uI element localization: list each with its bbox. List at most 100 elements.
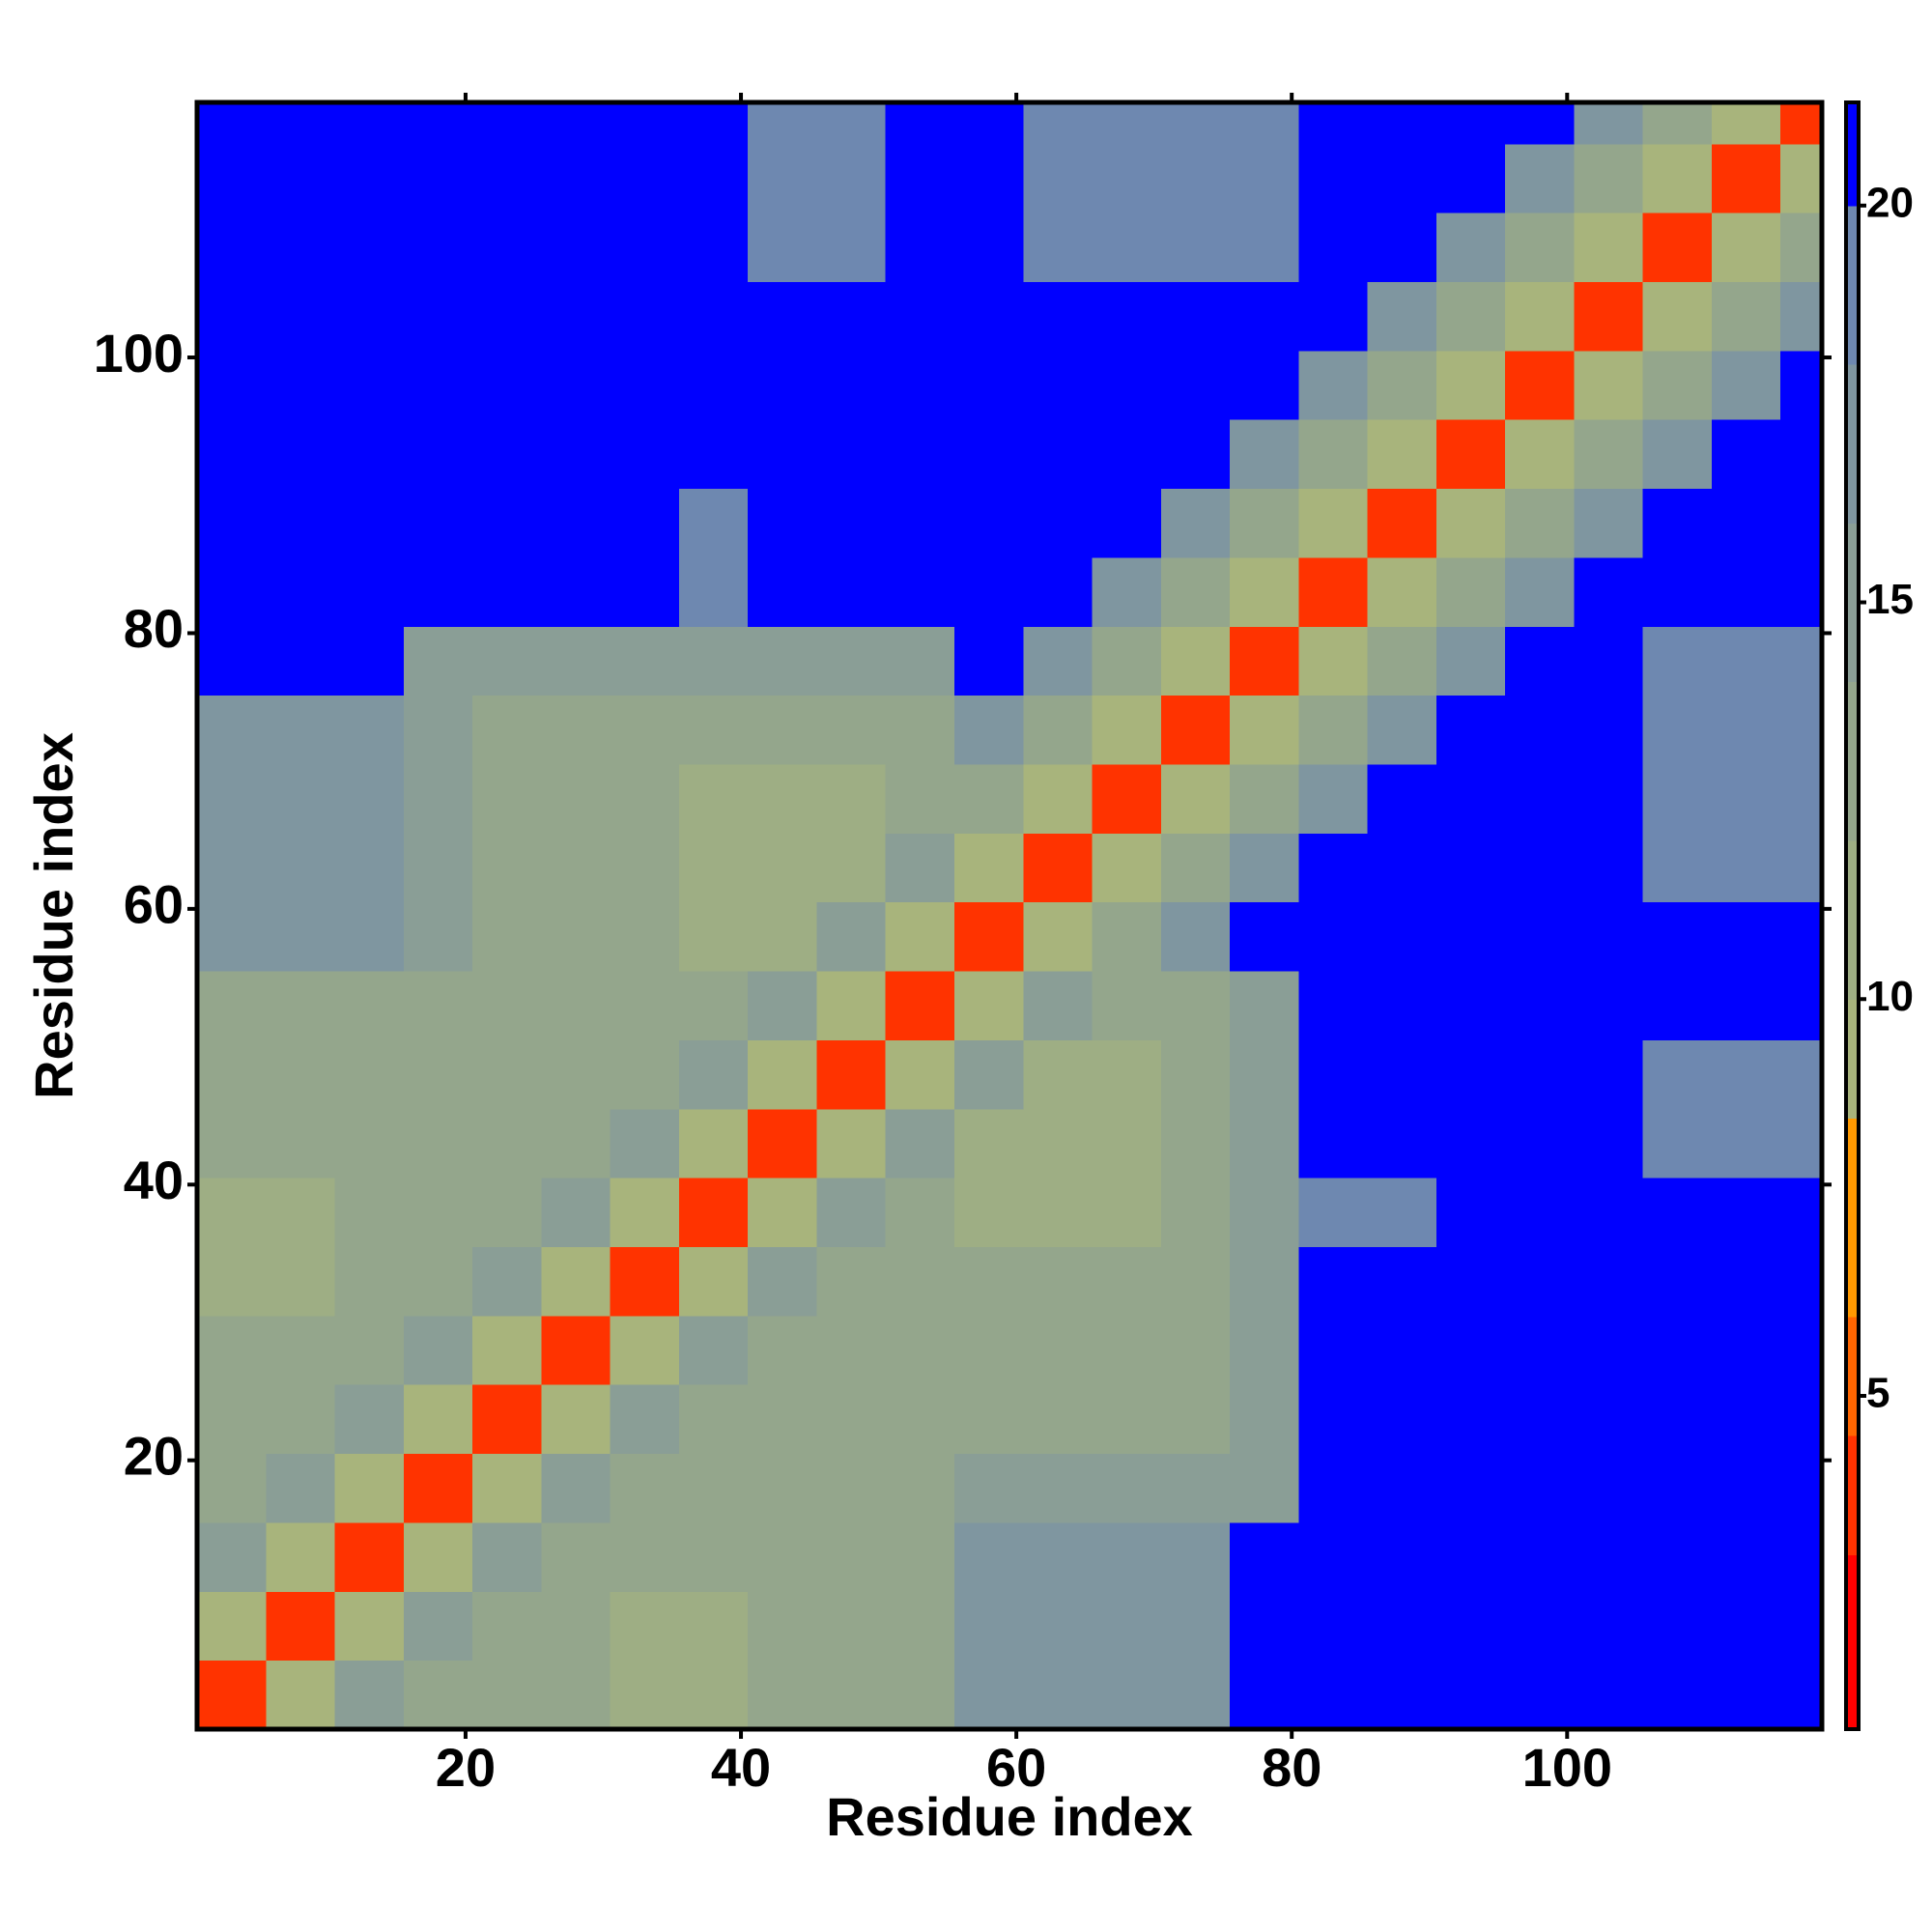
heatmap-cell	[1092, 350, 1162, 420]
heatmap-cell	[748, 143, 817, 213]
heatmap-cell	[1367, 764, 1437, 834]
heatmap-cell	[678, 971, 749, 1040]
heatmap-cell	[1780, 1660, 1823, 1730]
heatmap-cell	[1505, 1039, 1575, 1110]
heatmap-cell	[1780, 1178, 1823, 1248]
x-tick-label: 100	[1522, 1737, 1612, 1798]
heatmap-cell	[197, 695, 267, 765]
y-tick-label: 40	[124, 1150, 184, 1210]
heatmap-cell	[885, 419, 955, 490]
heatmap-cell	[266, 971, 336, 1040]
heatmap-cell	[1160, 1039, 1231, 1110]
y-tick-label: 20	[124, 1426, 184, 1487]
heatmap-cell	[1780, 281, 1823, 352]
heatmap-cell	[472, 1039, 542, 1110]
heatmap-cell	[1435, 971, 1506, 1040]
heatmap-cell	[1230, 1315, 1299, 1385]
heatmap-cell	[1367, 350, 1437, 420]
heatmap-cell	[1367, 1660, 1437, 1730]
heatmap-cell	[1367, 213, 1437, 283]
heatmap-cell	[197, 213, 267, 283]
heatmap-cell	[610, 695, 680, 765]
heatmap-cell	[1780, 102, 1823, 145]
heatmap-cell	[816, 626, 887, 696]
heatmap-cell	[885, 626, 955, 696]
heatmap-cell	[885, 102, 955, 145]
heatmap-cell	[334, 143, 405, 213]
heatmap-cell	[953, 102, 1024, 145]
heatmap-cell	[1160, 695, 1231, 765]
colorbar-band	[1846, 839, 1859, 1000]
heatmap-cell	[1092, 488, 1162, 558]
heatmap-cell	[1023, 556, 1094, 627]
heatmap-cell	[1642, 350, 1713, 420]
heatmap-cell	[1711, 626, 1781, 696]
heatmap-cell	[610, 281, 680, 352]
heatmap-cell	[472, 1315, 542, 1385]
heatmap-cell	[266, 102, 336, 145]
heatmap-cell	[1367, 1384, 1437, 1455]
heatmap-cell	[472, 1521, 542, 1592]
heatmap-cell	[1230, 1246, 1299, 1317]
heatmap-cell	[334, 1521, 405, 1592]
heatmap-cell	[403, 1108, 473, 1179]
heatmap-cell	[1435, 833, 1506, 903]
heatmap-cell	[816, 1521, 887, 1592]
heatmap-cell	[472, 1178, 542, 1248]
heatmap-cell	[1023, 764, 1094, 834]
heatmap-cell	[885, 1039, 955, 1110]
heatmap-cell	[1642, 901, 1713, 972]
heatmap-cell	[197, 1246, 267, 1317]
heatmap-cell	[541, 1246, 611, 1317]
heatmap-cell	[541, 419, 611, 490]
heatmap-cell	[1574, 1178, 1644, 1248]
heatmap-cell	[953, 1315, 1024, 1385]
heatmap-cell	[748, 1315, 817, 1385]
heatmap-cell	[403, 1521, 473, 1592]
heatmap-cell	[816, 1108, 887, 1179]
heatmap-cell	[334, 833, 405, 903]
heatmap-cell	[1711, 488, 1781, 558]
heatmap-cell	[678, 1246, 749, 1317]
heatmap-cell	[1505, 419, 1575, 490]
heatmap-cell	[1367, 1521, 1437, 1592]
heatmap-cell	[472, 1660, 542, 1730]
heatmap-cell	[953, 281, 1024, 352]
heatmap-cell	[1230, 833, 1299, 903]
heatmap-cell	[334, 102, 405, 145]
heatmap-cell	[541, 1591, 611, 1662]
heatmap-cell	[1298, 213, 1369, 283]
heatmap-cell	[885, 1453, 955, 1523]
heatmap-cell	[266, 1108, 336, 1179]
heatmap-cell	[678, 626, 749, 696]
heatmap-cell	[1574, 1453, 1644, 1523]
heatmap-cell	[472, 1453, 542, 1523]
heatmap-cell	[1711, 281, 1781, 352]
heatmap-cell	[1711, 102, 1781, 145]
heatmap-cell	[748, 1660, 817, 1730]
heatmap-cell	[197, 350, 267, 420]
heatmap-cell	[678, 1521, 749, 1592]
heatmap-cell	[1435, 901, 1506, 972]
heatmap-cell	[1092, 971, 1162, 1040]
heatmap-cell	[1298, 901, 1369, 972]
heatmap-cell	[266, 556, 336, 627]
heatmap-cell	[1435, 1108, 1506, 1179]
heatmap-cell	[1435, 1521, 1506, 1592]
x-tick-label: 80	[1262, 1737, 1321, 1798]
heatmap-cell	[403, 488, 473, 558]
heatmap-cell	[1711, 1178, 1781, 1248]
heatmap-cell	[1023, 1108, 1094, 1179]
heatmap-cell	[541, 102, 611, 145]
heatmap-cell	[1642, 764, 1713, 834]
heatmap-cell	[1023, 213, 1094, 283]
heatmap-cell	[610, 1660, 680, 1730]
heatmap-cell	[1367, 1039, 1437, 1110]
heatmap-cell	[1230, 419, 1299, 490]
heatmap-cell	[1230, 102, 1299, 145]
heatmap-cell	[472, 1108, 542, 1179]
heatmap-cell	[403, 764, 473, 834]
heatmap-cell	[266, 419, 336, 490]
heatmap-cell	[678, 350, 749, 420]
heatmap-cell	[610, 419, 680, 490]
